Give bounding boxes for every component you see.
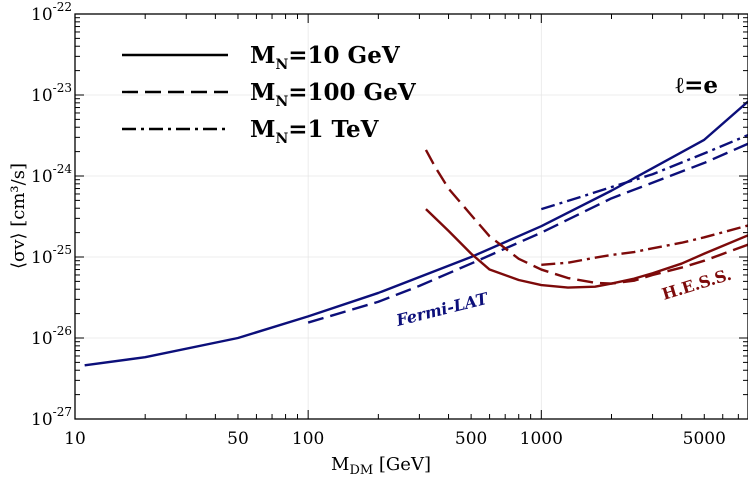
y-axis-label: ⟨σv⟩ [cm³/s] (8, 163, 29, 269)
legend-label: MN=10 GeV (250, 42, 401, 73)
plot-frame (74, 13, 748, 420)
hess-dashed-curve (424, 149, 748, 285)
fermi-solid-curve (84, 100, 748, 367)
hess-solid-curve (425, 208, 748, 289)
grid-lines (75, 14, 748, 419)
y-tick-label: 10-22 (31, 0, 72, 25)
x-tick-label: 1000 (520, 429, 563, 449)
x-axis-label-unit: [GeV] (373, 454, 431, 475)
legend-label: MN=100 GeV (250, 79, 417, 110)
fermi-dashdot-curve (540, 133, 748, 211)
x-tick-label: 10 (64, 429, 86, 449)
legend: MN=10 GeV MN=100 GeV MN=1 TeV (122, 42, 417, 147)
y-tick-label: 10-25 (31, 243, 72, 268)
x-tick-label: 100 (292, 429, 324, 449)
x-axis-label-sub: DM (349, 463, 373, 478)
axis-tick-labels: 10 50 100 500 1000 5000 10-27 10-26 10-25 10-24 10… (31, 0, 726, 449)
x-tick-label: 50 (227, 429, 249, 449)
x-axis-label: MDM [GeV] (331, 454, 431, 478)
axis-ticks (74, 14, 748, 420)
y-tick-label: 10-23 (31, 81, 72, 106)
x-tick-label: 500 (455, 429, 487, 449)
hess-dashdot-curve (541, 224, 748, 267)
y-tick-label: 10-24 (31, 162, 72, 187)
y-tick-label: 10-27 (31, 405, 72, 430)
curve-layer (84, 100, 748, 367)
x-tick-label: 5000 (683, 429, 726, 449)
y-tick-label: 10-26 (31, 324, 72, 349)
x-axis-label-main: M (331, 454, 349, 475)
legend-label: MN=1 TeV (250, 116, 380, 147)
channel-label: ℓ=e (675, 72, 718, 99)
